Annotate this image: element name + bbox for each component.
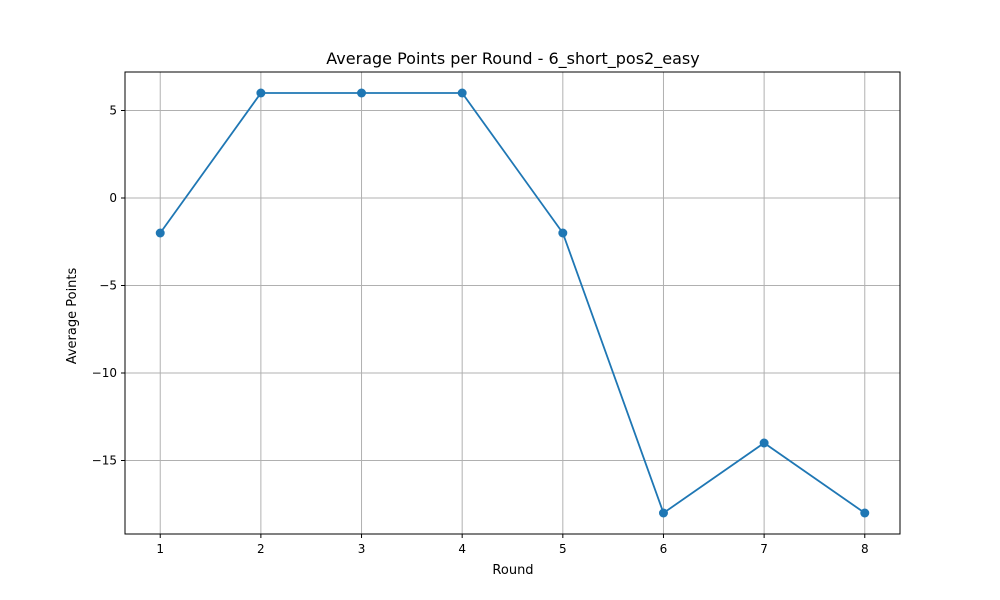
plot-frame (124, 71, 901, 535)
x-tick-label: 2 (257, 542, 265, 556)
data-point (256, 88, 266, 98)
y-tick-label: −10 (92, 366, 117, 380)
x-tick-label: 1 (156, 542, 164, 556)
x-axis-label: Round (492, 563, 533, 578)
data-point (658, 508, 668, 518)
data-point (759, 438, 769, 448)
plot-series (155, 88, 870, 518)
y-axis-label: Average Points (65, 267, 80, 364)
x-axis-ticks: 1 2 3 4 5 6 7 8 (156, 534, 869, 556)
x-tick-label: 5 (559, 542, 567, 556)
grid-lines (125, 72, 900, 534)
x-tick-label: 8 (861, 542, 869, 556)
data-point (457, 88, 467, 98)
series-line (159, 92, 866, 515)
y-tick-label: 5 (109, 104, 117, 118)
y-tick-label: 0 (109, 191, 117, 205)
data-point (860, 508, 870, 518)
x-tick-label: 3 (358, 542, 366, 556)
x-tick-label: 6 (660, 542, 668, 556)
y-tick-label: −5 (99, 279, 117, 293)
y-tick-label: −15 (92, 454, 117, 468)
x-tick-label: 4 (458, 542, 466, 556)
data-point (155, 228, 165, 238)
data-point (558, 228, 568, 238)
chart-title: Average Points per Round - 6_short_pos2_… (326, 49, 699, 69)
x-tick-label: 7 (760, 542, 768, 556)
y-axis-ticks: 5 0 −5 −10 −15 (92, 104, 125, 468)
data-point (357, 88, 367, 98)
